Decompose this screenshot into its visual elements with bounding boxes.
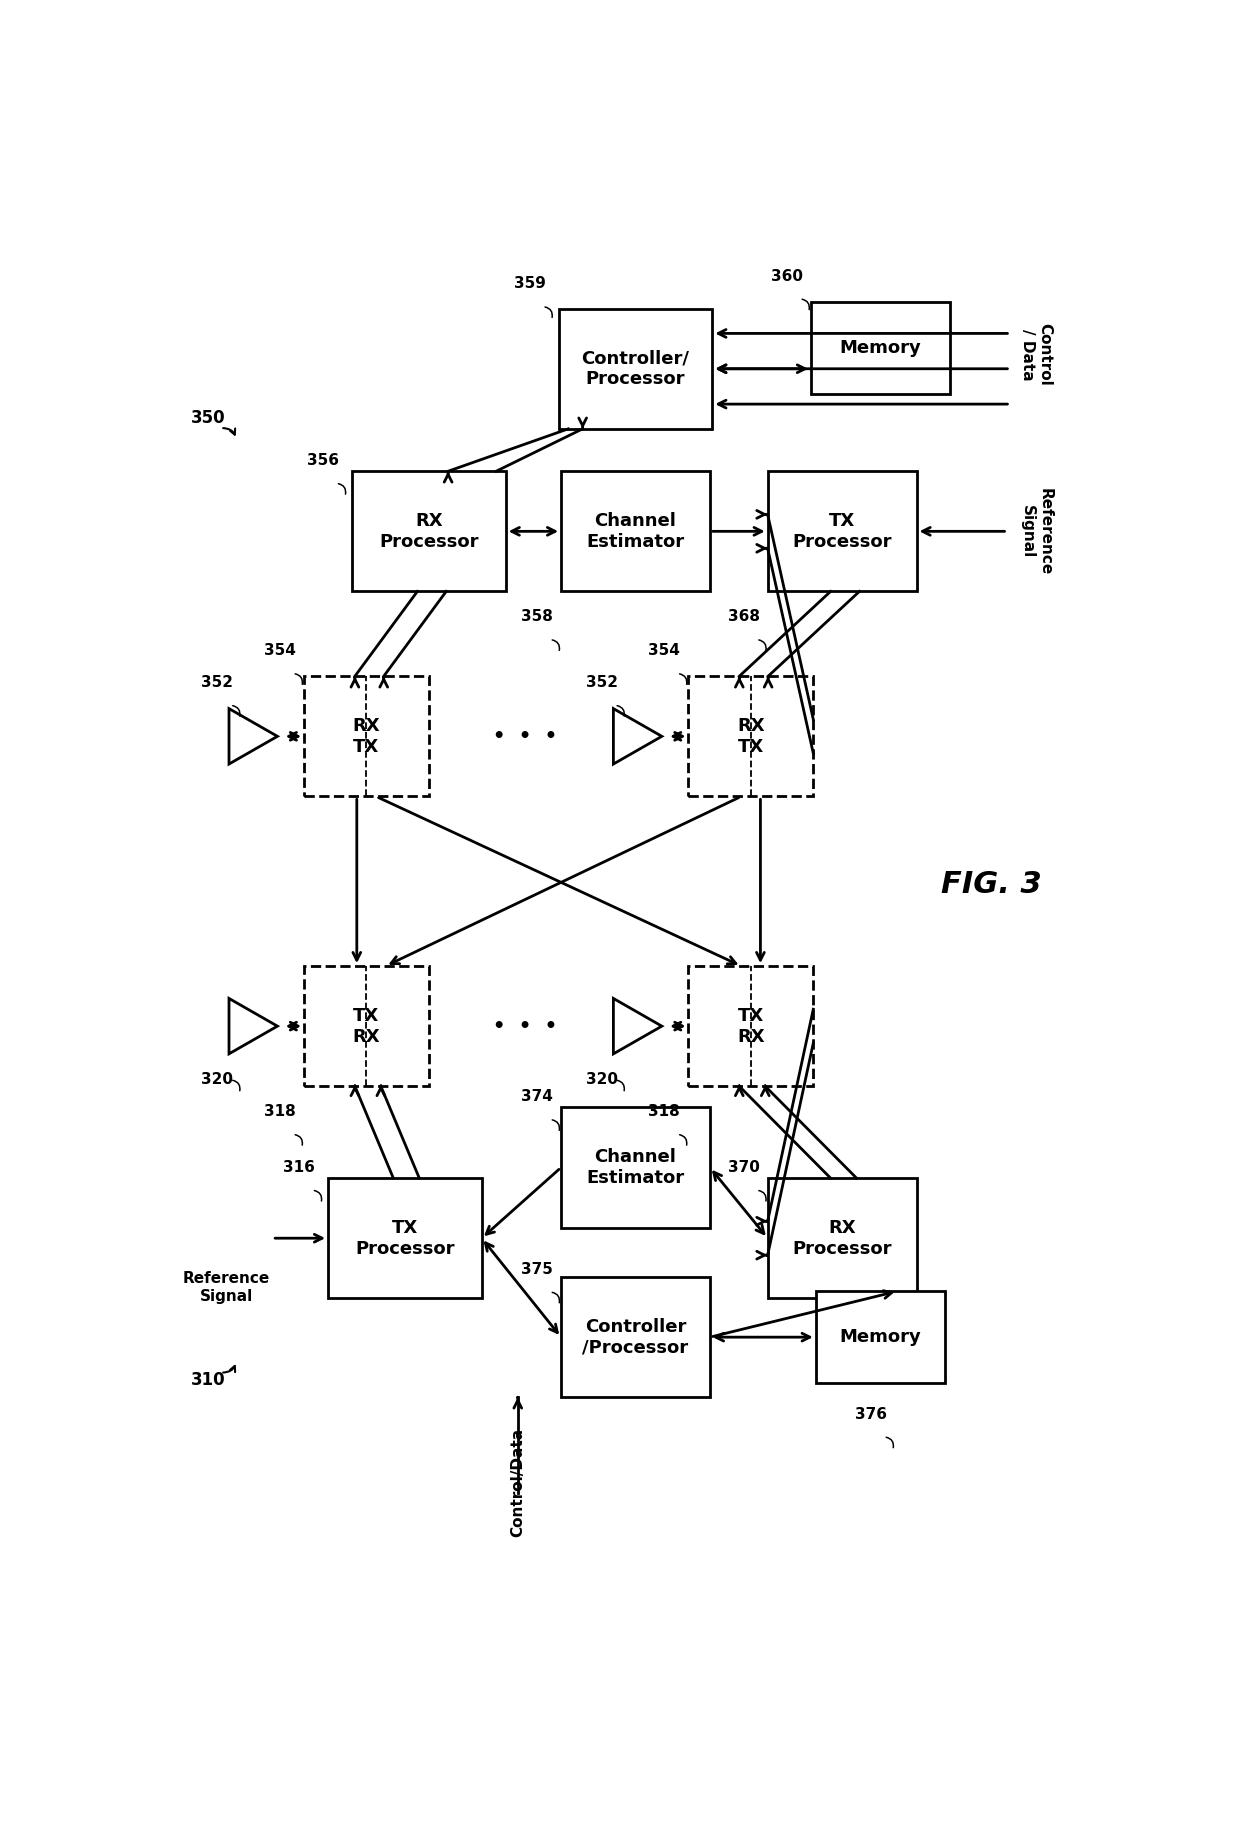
Text: RX
TX: RX TX bbox=[737, 716, 765, 756]
Text: 320: 320 bbox=[585, 1072, 618, 1087]
Text: 359: 359 bbox=[513, 277, 546, 292]
Text: Channel
Estimator: Channel Estimator bbox=[587, 1148, 684, 1186]
Text: Controller
/Processor: Controller /Processor bbox=[583, 1318, 688, 1357]
Text: •  •  •: • • • bbox=[494, 727, 557, 745]
Text: Control
/ Data: Control / Data bbox=[1019, 323, 1053, 386]
Text: •  •  •: • • • bbox=[494, 1017, 557, 1036]
Text: 354: 354 bbox=[649, 643, 681, 659]
Text: Reference
Signal: Reference Signal bbox=[184, 1272, 270, 1304]
Text: 358: 358 bbox=[521, 610, 553, 624]
Bar bbox=[688, 676, 813, 797]
Text: Control/Data: Control/Data bbox=[511, 1428, 526, 1537]
Text: 318: 318 bbox=[649, 1103, 681, 1120]
Text: 318: 318 bbox=[264, 1103, 296, 1120]
Text: Channel
Estimator: Channel Estimator bbox=[587, 512, 684, 551]
Text: 370: 370 bbox=[728, 1160, 760, 1175]
Text: Memory: Memory bbox=[839, 338, 921, 356]
Bar bbox=[560, 1278, 711, 1397]
Text: Reference
Signal: Reference Signal bbox=[1019, 488, 1053, 575]
Text: 354: 354 bbox=[264, 643, 296, 659]
Text: 310: 310 bbox=[191, 1370, 226, 1388]
Bar bbox=[352, 472, 506, 591]
Bar bbox=[560, 472, 711, 591]
Bar bbox=[560, 1107, 711, 1228]
Bar bbox=[558, 308, 712, 430]
Bar bbox=[304, 676, 429, 797]
Text: Controller/
Processor: Controller/ Processor bbox=[582, 349, 689, 387]
Text: 316: 316 bbox=[283, 1160, 315, 1175]
Bar bbox=[768, 472, 916, 591]
Text: 368: 368 bbox=[728, 610, 760, 624]
Text: 352: 352 bbox=[201, 676, 233, 690]
Bar bbox=[327, 1179, 481, 1298]
Text: TX
RX: TX RX bbox=[352, 1006, 381, 1045]
Text: 350: 350 bbox=[191, 409, 226, 428]
Bar bbox=[811, 301, 950, 393]
Bar bbox=[768, 1179, 916, 1298]
Text: 376: 376 bbox=[854, 1406, 887, 1421]
Text: 360: 360 bbox=[771, 268, 802, 283]
Text: RX
Processor: RX Processor bbox=[792, 1219, 892, 1258]
Text: TX
Processor: TX Processor bbox=[792, 512, 892, 551]
Text: 352: 352 bbox=[585, 676, 618, 690]
Bar bbox=[816, 1291, 945, 1383]
Text: TX
Processor: TX Processor bbox=[355, 1219, 455, 1258]
Text: TX
RX: TX RX bbox=[737, 1006, 765, 1045]
Text: RX
Processor: RX Processor bbox=[379, 512, 479, 551]
Text: RX
TX: RX TX bbox=[352, 716, 381, 756]
Text: Memory: Memory bbox=[839, 1327, 921, 1346]
Text: FIG. 3: FIG. 3 bbox=[941, 870, 1042, 900]
Text: 375: 375 bbox=[521, 1261, 553, 1276]
Bar bbox=[304, 966, 429, 1087]
Text: 356: 356 bbox=[308, 453, 340, 468]
Bar bbox=[688, 966, 813, 1087]
Text: 374: 374 bbox=[521, 1089, 553, 1103]
Text: 320: 320 bbox=[201, 1072, 233, 1087]
